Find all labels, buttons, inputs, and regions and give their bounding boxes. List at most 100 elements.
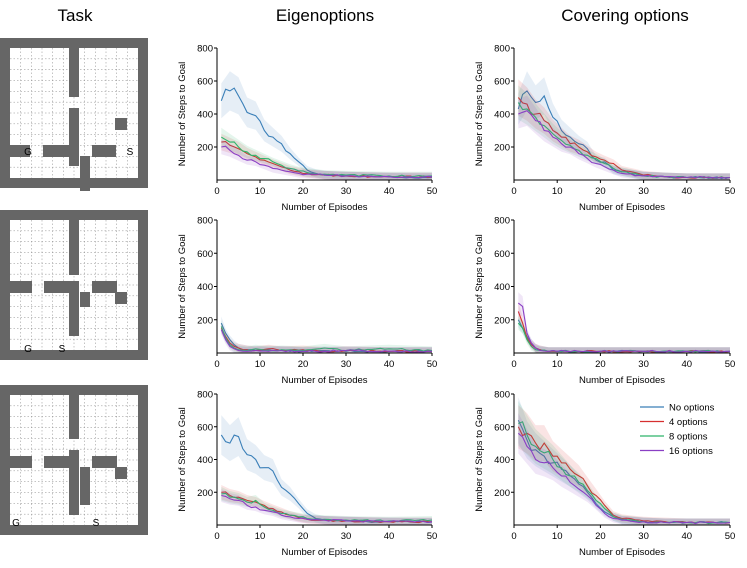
x-tick-label: 10 [552, 186, 563, 197]
y-tick-label: 400 [197, 282, 213, 293]
x-tick-label: 40 [682, 531, 693, 542]
start-marker: S [127, 147, 134, 158]
y-tick-label: 800 [494, 216, 510, 227]
y-tick-label: 400 [494, 455, 510, 466]
grid-wall [115, 118, 127, 130]
x-tick-label: 30 [341, 186, 352, 197]
x-tick-label: 20 [595, 359, 606, 370]
grid-wall [69, 220, 79, 275]
grid-wall [10, 456, 32, 468]
confidence-band [518, 413, 730, 525]
y-tick-label: 600 [197, 77, 213, 88]
grid-wall [115, 292, 127, 304]
grid-wall [92, 281, 117, 293]
x-tick-label: 40 [384, 186, 395, 197]
x-tick-label: 40 [682, 359, 693, 370]
chart-row1-covering: 0 10 20 30 40 50 200 400 600 800 Number of Episode… [474, 44, 735, 214]
y-tick-label: 400 [494, 282, 510, 293]
grid-wall [80, 292, 90, 307]
x-tick-label: 0 [214, 531, 219, 542]
x-tick-label: 20 [595, 186, 606, 197]
x-tick-label: 0 [214, 359, 219, 370]
confidence-band [518, 401, 730, 525]
y-axis-label: Number of Steps to Goal [177, 62, 188, 167]
x-tick-label: 10 [552, 531, 563, 542]
series-line-8-options [220, 326, 433, 352]
x-tick-label: 50 [725, 186, 736, 197]
confidence-band [221, 71, 432, 180]
x-tick-label: 20 [298, 531, 309, 542]
confidence-band [518, 71, 730, 180]
series-line-16-options [221, 145, 433, 179]
x-axis-label: Number of Episodes [281, 375, 367, 386]
y-tick-label: 800 [494, 390, 510, 401]
legend-label: 4 options [669, 417, 708, 428]
y-tick-label: 400 [494, 110, 510, 121]
x-axis-label: Number of Episodes [281, 202, 367, 213]
confidence-band [518, 85, 730, 180]
y-tick-label: 600 [494, 422, 510, 433]
series-line-4-options [517, 311, 731, 353]
chart-row2-covering: 0 10 20 30 40 50 200 400 600 800 Number of Episode… [474, 216, 735, 387]
grid-wall [69, 108, 79, 166]
confidence-band [518, 79, 730, 180]
confidence-band [518, 405, 730, 525]
y-tick-label: 200 [197, 488, 213, 499]
confidence-band [221, 489, 432, 525]
x-tick-label: 40 [384, 359, 395, 370]
y-tick-label: 400 [197, 110, 213, 121]
x-tick-label: 20 [595, 531, 606, 542]
x-tick-label: 0 [511, 531, 516, 542]
x-tick-label: 0 [214, 186, 219, 197]
confidence-band [221, 415, 432, 525]
series-line-8-options [221, 136, 433, 178]
x-tick-label: 0 [511, 186, 516, 197]
series-line-16-options [221, 494, 433, 524]
column-title-eigenoptions: Eigenoptions [276, 6, 374, 25]
x-tick-label: 10 [552, 359, 563, 370]
x-tick-label: 50 [427, 531, 438, 542]
start-marker: S [59, 344, 66, 355]
grid-wall [69, 450, 79, 515]
confidence-band [221, 133, 432, 180]
grid-wall [69, 48, 79, 97]
confidence-band [221, 324, 432, 353]
grid-wall [92, 456, 117, 468]
x-tick-label: 10 [255, 531, 266, 542]
confidence-band [518, 302, 730, 353]
y-tick-label: 200 [197, 315, 213, 326]
chart-row2-eigenoptions: 0 10 20 30 40 50 200 400 600 800 Number of Episode… [177, 216, 437, 387]
x-tick-label: 40 [682, 186, 693, 197]
y-tick-label: 200 [494, 488, 510, 499]
y-axis-label: Number of Steps to Goal [177, 407, 188, 512]
y-tick-label: 800 [197, 216, 213, 227]
series-line-16-options [517, 432, 731, 525]
y-axis-label: Number of Steps to Goal [177, 234, 188, 339]
x-tick-label: 50 [725, 531, 736, 542]
x-tick-label: 20 [298, 186, 309, 197]
grid-wall [80, 467, 90, 505]
grid-wall [44, 281, 79, 293]
legend-label: 16 options [669, 446, 713, 457]
grid-wall [80, 156, 90, 191]
goal-marker: G [24, 344, 32, 355]
confidence-band [221, 127, 432, 180]
column-title-covering-options: Covering options [561, 6, 689, 25]
x-axis-label: Number of Episodes [579, 202, 665, 213]
confidence-band [518, 316, 730, 353]
y-axis-label: Number of Steps to Goal [474, 407, 485, 512]
legend: No options 4 options 8 options 16 options [640, 403, 715, 457]
x-axis-label: Number of Episodes [579, 375, 665, 386]
column-title-task: Task [58, 6, 93, 25]
grid-wall [43, 145, 79, 157]
legend-label: No options [669, 403, 715, 414]
x-tick-label: 30 [341, 531, 352, 542]
task-gridworlds: G SG SG S [0, 38, 148, 535]
chart-row3-covering: 0 10 20 30 40 50 200 400 600 800 Number of Episode… [474, 390, 735, 559]
x-tick-label: 50 [427, 186, 438, 197]
x-tick-label: 50 [427, 359, 438, 370]
y-tick-label: 800 [197, 390, 213, 401]
